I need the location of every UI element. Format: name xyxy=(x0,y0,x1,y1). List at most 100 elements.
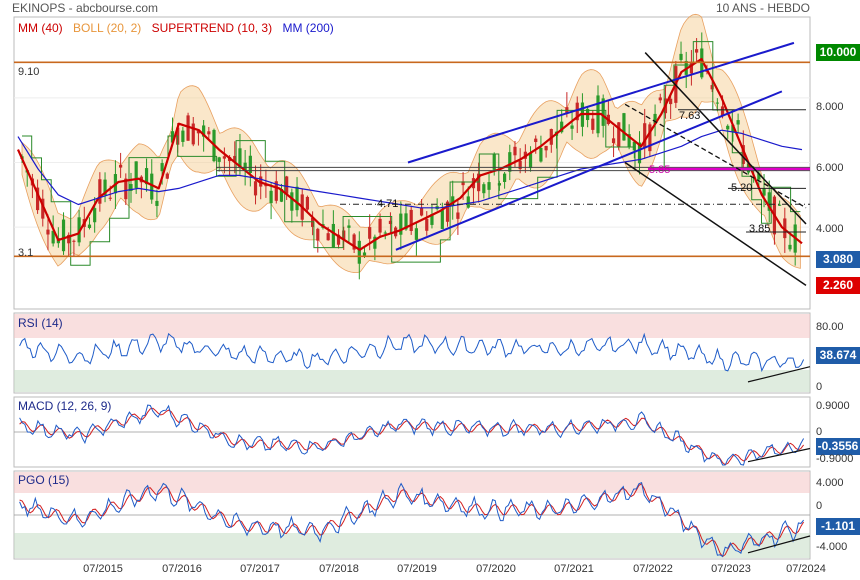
candle-body xyxy=(414,228,418,240)
downtrend-line xyxy=(644,52,807,225)
candle-body xyxy=(72,240,76,242)
candle-body xyxy=(487,182,491,190)
candle-body xyxy=(77,217,81,243)
candle-body xyxy=(248,155,252,174)
candle-body xyxy=(710,85,714,90)
channel-lower-line xyxy=(395,90,783,251)
candle-body xyxy=(290,192,294,211)
candle-body xyxy=(150,173,154,200)
candle-body xyxy=(518,160,522,170)
candle-body xyxy=(544,145,548,151)
legend-boll: BOLL (20, 2) xyxy=(73,21,142,35)
candle-body xyxy=(326,233,330,241)
chart-source-title: EKINOPS - abcbourse.com xyxy=(12,1,159,15)
candle-body xyxy=(497,183,502,186)
candle-body xyxy=(528,152,533,169)
candle-body xyxy=(622,113,626,141)
candle-body xyxy=(129,184,133,191)
candle-body xyxy=(482,184,486,194)
candle-body xyxy=(726,125,730,130)
rsi-overbought-zone xyxy=(14,314,810,338)
candle-body xyxy=(181,130,185,142)
price-level-lines xyxy=(14,61,810,258)
candle-body xyxy=(238,148,242,169)
candle-body xyxy=(534,138,538,143)
candle-body xyxy=(51,230,55,244)
candle-body xyxy=(637,142,642,164)
candle-body xyxy=(279,189,284,202)
pgo-tick: 0 xyxy=(816,500,823,512)
candle-body xyxy=(425,218,429,231)
price-tag-low: 2.260 xyxy=(816,277,860,294)
level-label-support: 3.1 xyxy=(18,247,34,259)
candle-body xyxy=(679,53,683,60)
candle-body xyxy=(253,181,258,196)
candle-body xyxy=(186,115,190,141)
candle-body xyxy=(274,181,278,201)
legend-supertrend: SUPERTREND (10, 3) xyxy=(151,21,273,35)
candle-body xyxy=(736,120,740,125)
candle-body xyxy=(643,123,647,149)
pgo-value-tag: -1.101 xyxy=(816,518,860,535)
candle-body xyxy=(419,207,424,216)
legend-mm200: MM (200) xyxy=(282,21,334,35)
price-tick: 8.000 xyxy=(816,101,844,113)
level-label: 5.20 xyxy=(731,182,753,194)
rsi-value-tag: 38.674 xyxy=(816,347,860,364)
candle-body xyxy=(513,146,517,156)
trend-lines xyxy=(395,41,807,286)
x-tick: 07/2023 xyxy=(711,563,751,575)
candle-body xyxy=(362,252,367,256)
candle-body xyxy=(342,230,346,240)
candle-body xyxy=(285,176,289,194)
candle-body xyxy=(155,200,159,206)
level-label: 4.71 xyxy=(377,198,399,210)
rsi-tick: 0 xyxy=(816,381,823,393)
candle-body xyxy=(778,204,782,206)
x-tick: 07/2022 xyxy=(633,563,673,575)
candle-body xyxy=(41,198,45,219)
macd-tick: -0.9000 xyxy=(816,453,854,465)
x-tick: 07/2017 xyxy=(240,563,280,575)
candle-body xyxy=(653,113,657,124)
x-tick: 07/2024 xyxy=(786,563,826,575)
candle-body xyxy=(368,227,372,239)
candle-body xyxy=(762,188,766,196)
candle-body xyxy=(388,220,393,225)
candle-body xyxy=(217,157,221,162)
candle-body xyxy=(409,209,413,232)
candle-body xyxy=(611,138,616,144)
candle-body xyxy=(134,161,138,189)
candle-body xyxy=(347,225,351,228)
legend-mm40: MM (40) xyxy=(18,21,63,35)
price-tick: 6.000 xyxy=(816,162,844,174)
candle-body xyxy=(316,228,320,241)
pgo-line xyxy=(19,482,804,558)
candle-body xyxy=(720,106,725,116)
candle-body xyxy=(352,234,356,250)
candle-body xyxy=(144,168,149,185)
indicator-zones xyxy=(14,314,810,558)
macd-panel-label: MACD (12, 26, 9) xyxy=(18,399,112,413)
x-tick: 07/2021 xyxy=(554,563,594,575)
candle-body xyxy=(715,102,719,104)
candle-body xyxy=(108,197,112,199)
candle-body xyxy=(560,121,564,133)
level-label: 7.63 xyxy=(679,110,701,122)
rsi-tick: 80.00 xyxy=(816,321,844,333)
candle-body xyxy=(170,131,175,143)
indicator-lines xyxy=(14,332,811,558)
candle-body xyxy=(373,236,377,249)
level-label-resistance: 9.10 xyxy=(18,66,40,78)
candle-body xyxy=(378,218,382,233)
candle-body xyxy=(103,179,107,196)
candle-body xyxy=(336,234,341,245)
candle-body xyxy=(492,153,496,170)
candle-body xyxy=(788,244,792,250)
candle-body xyxy=(399,213,403,235)
candle-body xyxy=(767,192,771,211)
pgo-trend-line xyxy=(747,535,811,554)
candle-body xyxy=(383,232,387,234)
candle-body xyxy=(539,147,543,162)
